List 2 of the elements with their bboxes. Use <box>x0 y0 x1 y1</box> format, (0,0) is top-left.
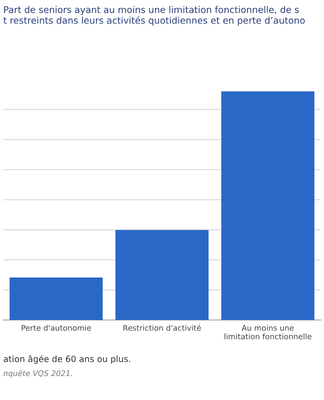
text: ation âgée de 60 ans ou plus. <box>4 355 130 364</box>
chart-title: Part de seniors ayant au moins une limitation fonctionnelle, de s t restreints dans leurs activités quotidiennes et en perte d’autono <box>3 6 305 26</box>
